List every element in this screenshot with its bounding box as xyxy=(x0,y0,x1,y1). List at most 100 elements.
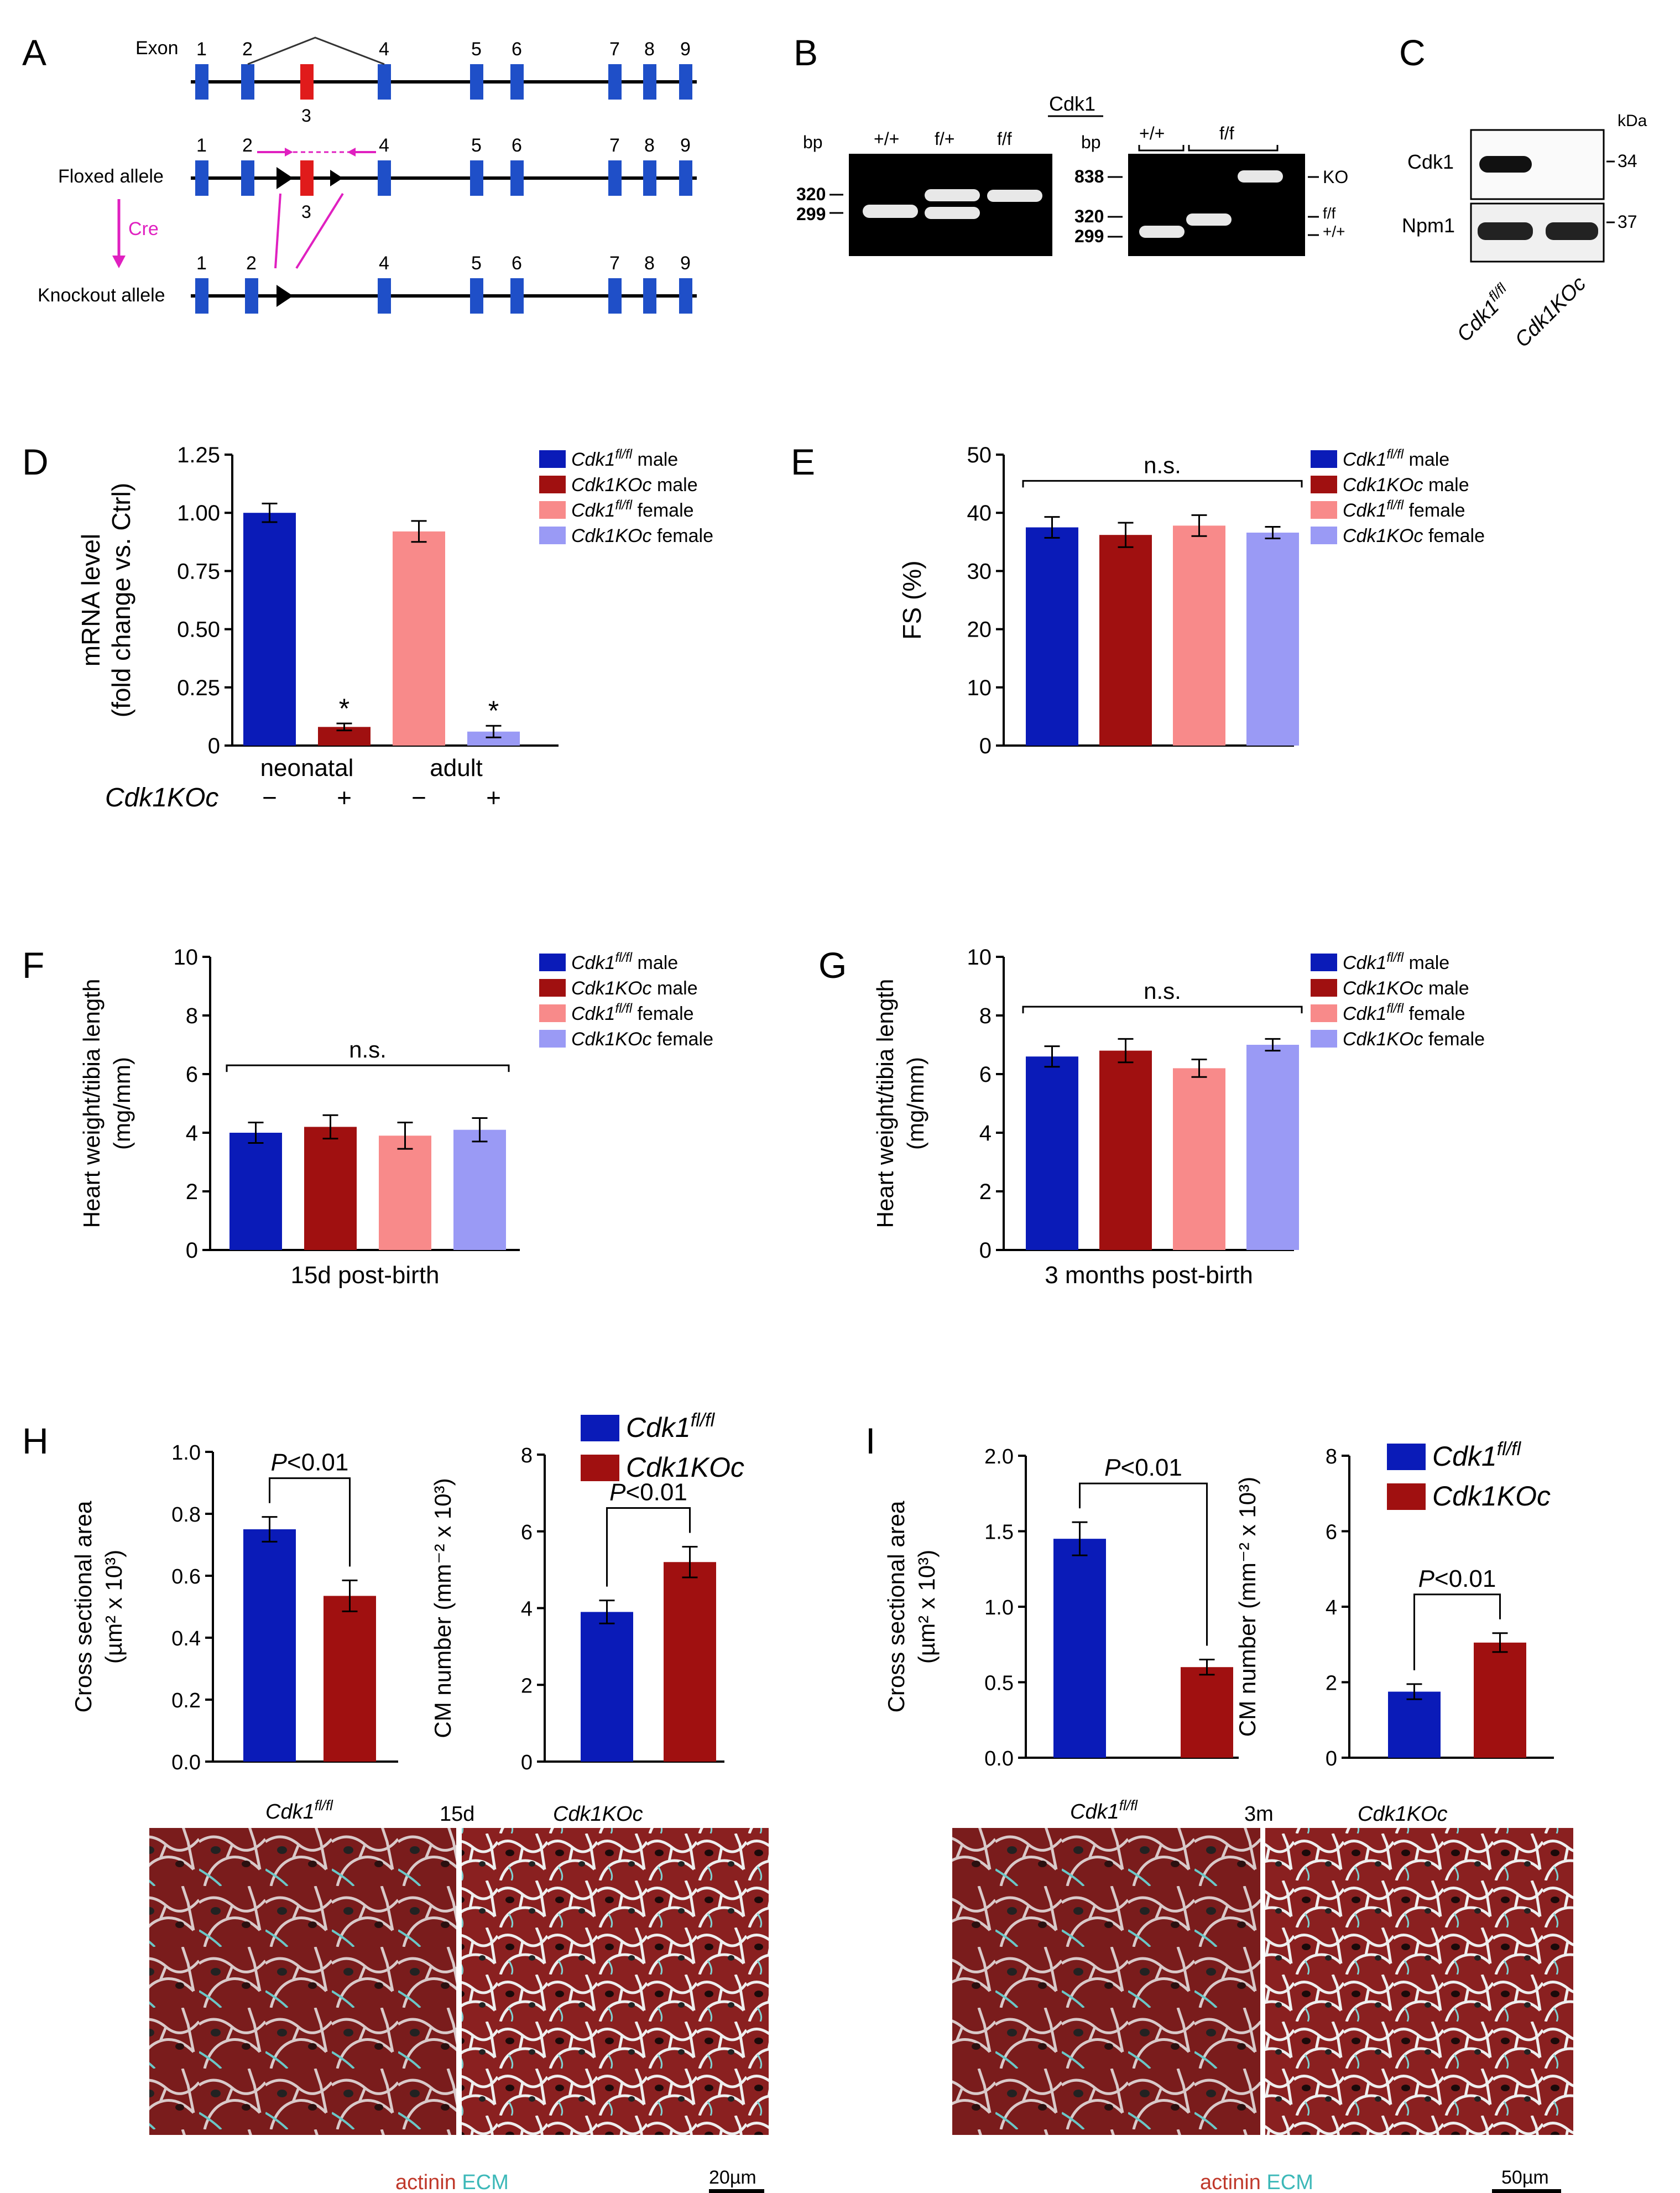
bar xyxy=(1173,525,1225,746)
stain-label: actinin ECM xyxy=(1200,2171,1313,2193)
legend-swatch xyxy=(539,954,566,971)
kda-label: kDa xyxy=(1618,112,1647,130)
y-axis-label: mRNA level xyxy=(76,534,105,666)
blot-band xyxy=(1546,222,1598,240)
exon-number: 8 xyxy=(644,253,655,274)
loxp-triangle xyxy=(276,167,293,189)
exon-box xyxy=(378,278,391,314)
y-tick-label: 0 xyxy=(979,1238,992,1263)
exon-number: 5 xyxy=(471,39,482,60)
y-tick-label: 10 xyxy=(174,945,199,970)
panel-letter: B xyxy=(794,32,818,73)
gel-band xyxy=(925,189,980,201)
blot-band xyxy=(1478,222,1533,240)
exon-box xyxy=(510,278,524,314)
bar xyxy=(1053,1539,1106,1758)
row-sign: + xyxy=(486,783,501,812)
exon-box xyxy=(643,278,656,314)
y-tick-label: 2 xyxy=(1326,1672,1337,1695)
legend-label: Cdk1KOc male xyxy=(1343,978,1469,999)
chart-h1: 0.0 0.2 0.4 0.6 0.8 1.0 Cross sectional area (µ… xyxy=(70,1441,398,1774)
legend-swatch xyxy=(1311,979,1337,997)
y-tick-label: 0.0 xyxy=(984,1747,1014,1770)
legend: Cdk1fl/fl Cdk1KOc xyxy=(1387,1439,1551,1512)
y-axis-label: (µm² x 10³) xyxy=(914,1550,940,1664)
size-label: 299 xyxy=(1074,226,1104,246)
legend-label: Cdk1KOc male xyxy=(1343,475,1469,496)
exon-box xyxy=(241,160,254,196)
exon-box xyxy=(510,160,524,196)
gel-band xyxy=(1139,226,1185,238)
legend-swatch xyxy=(1311,450,1337,468)
y-tick-label: 4 xyxy=(979,1121,992,1145)
stain-label: actinin ECM xyxy=(395,2171,509,2193)
exon-box xyxy=(470,160,483,196)
legend-label: Cdk1fl/fl female xyxy=(571,1001,694,1025)
legend-label: Cdk1fl/fl female xyxy=(1343,498,1465,522)
legend-swatch xyxy=(539,501,566,519)
bar xyxy=(581,1612,633,1762)
y-tick-label: 2 xyxy=(521,1674,533,1697)
y-tick-label: 0.6 xyxy=(171,1565,201,1588)
image-label: Cdk1fl/fl xyxy=(265,1797,333,1824)
legend-label: Cdk1KOc male xyxy=(571,978,698,999)
scale-bar xyxy=(1492,2189,1561,2193)
bar xyxy=(393,531,445,746)
legend-label: Cdk1KOc xyxy=(1432,1481,1551,1512)
exon-box xyxy=(245,278,258,314)
chart-h2: 0 2 4 6 8 CM number (mm⁻² x 10³) P<0.01 xyxy=(430,1444,724,1774)
significance-label: P<0.01 xyxy=(1418,1565,1496,1592)
bar xyxy=(1026,527,1078,746)
exon-number: 2 xyxy=(242,135,253,156)
bar xyxy=(1246,532,1299,746)
legend-label: Cdk1KOc female xyxy=(1343,525,1485,546)
legend-swatch xyxy=(1311,1004,1337,1022)
legend-label: Cdk1KOc female xyxy=(571,1029,713,1050)
panel-letter: C xyxy=(1399,32,1426,73)
legend-label: Cdk1fl/fl male xyxy=(1343,447,1449,471)
exon-number: 1 xyxy=(196,135,207,156)
significance-bracket xyxy=(606,1507,691,1587)
y-tick-label: 0.0 xyxy=(171,1751,201,1774)
legend-swatch xyxy=(539,979,566,997)
y-axis-label: (mg/mm) xyxy=(902,1057,928,1150)
exon-number: 8 xyxy=(644,39,655,60)
y-tick-label: 0.2 xyxy=(171,1689,201,1712)
exon-number: 9 xyxy=(680,253,691,274)
y-axis-label: Heart weight/tibia length xyxy=(872,979,898,1228)
legend-label: Cdk1fl/fl male xyxy=(571,447,678,471)
panel-letter: D xyxy=(22,441,49,482)
exon-number: 4 xyxy=(379,253,389,274)
exon-number: 6 xyxy=(512,135,522,156)
legend-label: Cdk1KOc female xyxy=(1343,1029,1485,1050)
bar xyxy=(1181,1667,1233,1758)
exon-number: 9 xyxy=(680,39,691,60)
exon-number: 3 xyxy=(301,106,311,126)
y-tick-label: 0.50 xyxy=(177,618,220,642)
y-tick-label: 8 xyxy=(1326,1445,1337,1468)
significance-label: n.s. xyxy=(1144,978,1181,1004)
primer-arrow-head xyxy=(285,148,293,157)
legend-swatch xyxy=(539,1030,566,1048)
legend-swatch xyxy=(1387,1444,1426,1470)
legend-swatch xyxy=(1311,501,1337,519)
image-label: Cdk1KOc xyxy=(553,1803,643,1826)
y-tick-label: 0 xyxy=(979,734,992,758)
y-tick-label: 0.25 xyxy=(177,676,220,700)
panel-letter: A xyxy=(22,32,46,73)
exon-box xyxy=(241,64,254,100)
panel-letter: F xyxy=(22,945,44,986)
chart-f: 0 2 4 6 8 10 Heart weight/tibia length (mg/mm) n… xyxy=(79,945,520,1289)
exon-box xyxy=(643,64,656,100)
x-group-label: neonatal xyxy=(260,754,354,782)
significance-bracket xyxy=(1413,1593,1501,1670)
legend-swatch xyxy=(1311,476,1337,493)
significance-bracket xyxy=(1079,1482,1208,1646)
legend-label: Cdk1KOc male xyxy=(571,475,698,496)
cre-label: Cre xyxy=(128,218,159,239)
x-axis-label: 15d post-birth xyxy=(290,1262,439,1289)
gel-band xyxy=(1238,170,1283,183)
size-label: 838 xyxy=(1074,166,1104,186)
